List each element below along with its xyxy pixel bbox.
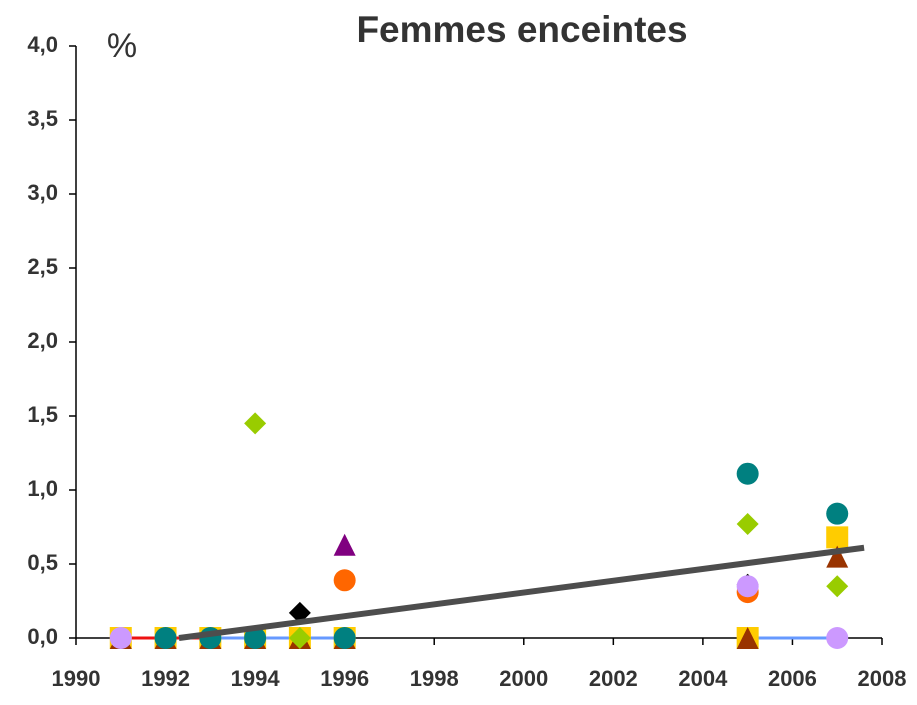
marker [736, 513, 759, 536]
x-tick-label: 2004 [678, 666, 728, 691]
marker [736, 575, 759, 598]
x-tick-label: 1998 [410, 666, 459, 691]
marker [333, 569, 356, 592]
marker [244, 627, 267, 649]
x-tick-label: 1990 [52, 666, 101, 691]
x-tick-label: 1992 [141, 666, 190, 691]
y-tick-label: 1,0 [27, 476, 58, 501]
marker [154, 627, 177, 649]
chart-title: Femmes enceintes [356, 9, 687, 50]
x-tick-label: 2008 [858, 666, 907, 691]
x-tick-label: 2000 [499, 666, 548, 691]
marker [826, 526, 849, 549]
x-tick-label: 1994 [231, 666, 281, 691]
marker [288, 627, 311, 649]
marker [333, 533, 356, 556]
y-tick-label: 0,5 [27, 550, 58, 575]
marker [109, 627, 132, 649]
line [178, 544, 865, 641]
y-axis-label: % [107, 27, 137, 65]
marker [333, 627, 356, 649]
y-tick-label: 2,5 [27, 254, 58, 279]
marker [244, 412, 267, 435]
x-tick-label: 2006 [768, 666, 817, 691]
y-tick-label: 0,0 [27, 624, 58, 649]
x-tick-label: 2002 [589, 666, 638, 691]
marker [736, 462, 759, 485]
y-tick-label: 4,0 [27, 32, 58, 57]
marker [736, 627, 759, 649]
marker [826, 627, 849, 649]
marker [826, 545, 849, 568]
y-tick-label: 2,0 [27, 328, 58, 353]
marker [826, 502, 849, 525]
x-tick-label: 1996 [320, 666, 369, 691]
y-tick-label: 1,5 [27, 402, 58, 427]
y-tick-label: 3,5 [27, 106, 58, 131]
marker [826, 575, 849, 598]
y-tick-label: 3,0 [27, 180, 58, 205]
